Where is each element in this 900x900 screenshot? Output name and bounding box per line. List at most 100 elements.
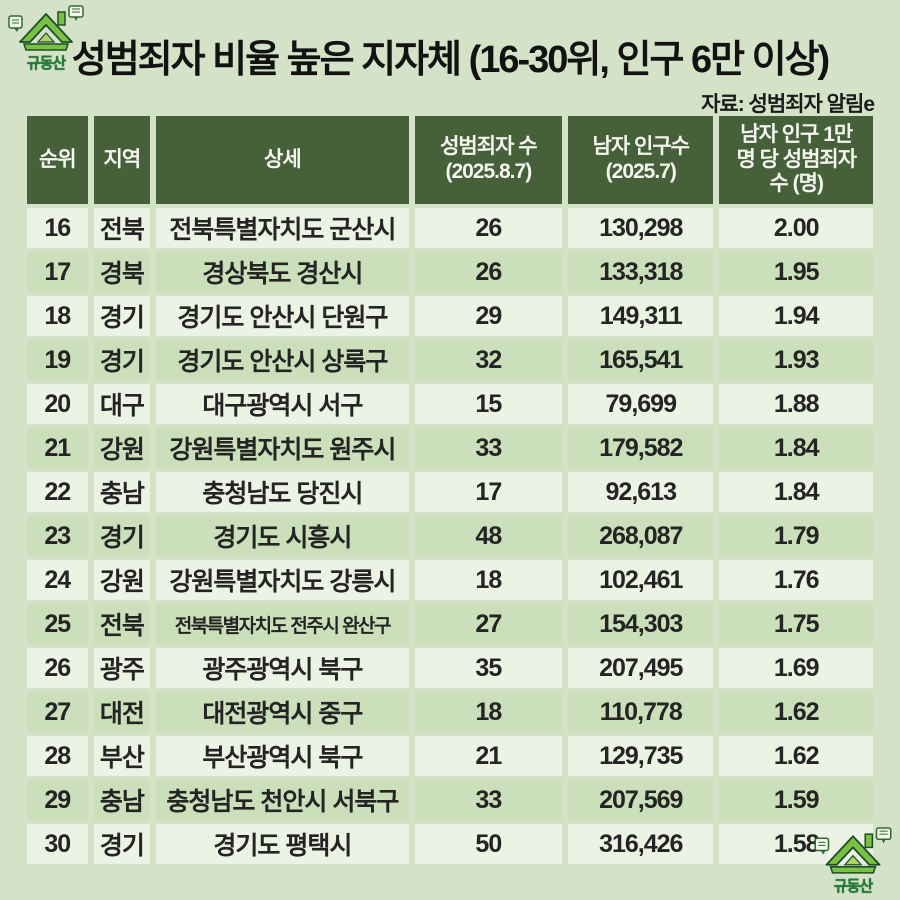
detail-cell: 경상북도 경산시 xyxy=(156,252,409,292)
col-header-region: 지역 xyxy=(93,116,151,204)
rank-cell: 24 xyxy=(27,560,88,600)
rank-cell: 18 xyxy=(27,296,88,336)
rank-cell: 26 xyxy=(27,648,88,688)
region-cell: 충남 xyxy=(93,780,151,820)
region-cell: 경기 xyxy=(93,340,151,380)
region-cell: 대구 xyxy=(93,384,151,424)
rate-cell: 1.58 xyxy=(719,824,873,864)
offender-count-cell: 48 xyxy=(414,516,563,556)
male-population-cell: 79,699 xyxy=(568,384,714,424)
col-header-male-population: 남자 인구수 (2025.7) xyxy=(568,116,714,204)
table-row: 25 전북 전북특별자치도 전주시 완산구 27 154,303 1.75 xyxy=(27,604,873,644)
table-header-row: 순위 지역 상세 성범죄자 수 (2025.8.7) 남자 인구수 (2025.7)… xyxy=(27,116,873,204)
table-row: 16 전북 전북특별자치도 군산시 26 130,298 2.00 xyxy=(27,208,873,248)
region-cell: 경기 xyxy=(93,824,151,864)
detail-cell: 충청남도 천안시 서북구 xyxy=(156,780,409,820)
brand-logo-bottomright: 규동산 xyxy=(814,826,892,896)
detail-cell: 전북특별자치도 전주시 완산구 xyxy=(156,604,409,644)
rate-cell: 1.93 xyxy=(719,340,873,380)
male-population-cell: 268,087 xyxy=(568,516,714,556)
offender-count-cell: 33 xyxy=(414,780,563,820)
rank-cell: 29 xyxy=(27,780,88,820)
rate-cell: 1.79 xyxy=(719,516,873,556)
region-cell: 전북 xyxy=(93,208,151,248)
rank-cell: 16 xyxy=(27,208,88,248)
brand-logo-topleft: 규동산 xyxy=(8,4,84,73)
region-cell: 충남 xyxy=(93,472,151,512)
offender-count-cell: 17 xyxy=(414,472,563,512)
rate-cell: 1.88 xyxy=(719,384,873,424)
table-row: 20 대구 대구광역시 서구 15 79,699 1.88 xyxy=(27,384,873,424)
region-cell: 강원 xyxy=(93,560,151,600)
table-row: 19 경기 경기도 안산시 상록구 32 165,541 1.93 xyxy=(27,340,873,380)
detail-cell: 대전광역시 중구 xyxy=(156,692,409,732)
table-row: 30 경기 경기도 평택시 50 316,426 1.58 xyxy=(27,824,873,864)
rank-cell: 20 xyxy=(27,384,88,424)
table-row: 17 경북 경상북도 경산시 26 133,318 1.95 xyxy=(27,252,873,292)
region-cell: 전북 xyxy=(93,604,151,644)
rate-cell: 1.76 xyxy=(719,560,873,600)
rate-cell: 1.84 xyxy=(719,472,873,512)
rank-cell: 23 xyxy=(27,516,88,556)
male-population-cell: 154,303 xyxy=(568,604,714,644)
col-header-rank: 순위 xyxy=(27,116,88,204)
rank-cell: 30 xyxy=(27,824,88,864)
offender-count-cell: 33 xyxy=(414,428,563,468)
rank-cell: 19 xyxy=(27,340,88,380)
male-population-cell: 129,735 xyxy=(568,736,714,776)
region-cell: 광주 xyxy=(93,648,151,688)
male-population-cell: 165,541 xyxy=(568,340,714,380)
brand-logo-text: 규동산 xyxy=(833,878,873,895)
detail-cell: 대구광역시 서구 xyxy=(156,384,409,424)
detail-cell: 강원특별자치도 원주시 xyxy=(156,428,409,468)
rate-cell: 1.59 xyxy=(719,780,873,820)
detail-cell: 경기도 안산시 단원구 xyxy=(156,296,409,336)
rank-cell: 22 xyxy=(27,472,88,512)
rank-cell: 28 xyxy=(27,736,88,776)
offender-count-cell: 15 xyxy=(414,384,563,424)
rate-cell: 1.84 xyxy=(719,428,873,468)
male-population-cell: 207,569 xyxy=(568,780,714,820)
detail-cell: 충청남도 당진시 xyxy=(156,472,409,512)
table-row: 22 충남 충청남도 당진시 17 92,613 1.84 xyxy=(27,472,873,512)
region-cell: 경기 xyxy=(93,516,151,556)
table-row: 28 부산 부산광역시 북구 21 129,735 1.62 xyxy=(27,736,873,776)
detail-cell: 강원특별자치도 강릉시 xyxy=(156,560,409,600)
region-cell: 강원 xyxy=(93,428,151,468)
offender-count-cell: 27 xyxy=(414,604,563,644)
detail-cell: 경기도 시흥시 xyxy=(156,516,409,556)
region-cell: 경북 xyxy=(93,252,151,292)
table-row: 18 경기 경기도 안산시 단원구 29 149,311 1.94 xyxy=(27,296,873,336)
table-row: 29 충남 충청남도 천안시 서북구 33 207,569 1.59 xyxy=(27,780,873,820)
male-population-cell: 110,778 xyxy=(568,692,714,732)
table-row: 26 광주 광주광역시 북구 35 207,495 1.69 xyxy=(27,648,873,688)
table-row: 27 대전 대전광역시 중구 18 110,778 1.62 xyxy=(27,692,873,732)
rank-cell: 25 xyxy=(27,604,88,644)
brand-logo-text: 규동산 xyxy=(26,55,66,72)
rate-cell: 2.00 xyxy=(719,208,873,248)
rate-cell: 1.75 xyxy=(719,604,873,644)
page-title: 성범죄자 비율 높은 지자체 (16-30위, 인구 6만 이상) xyxy=(71,39,830,81)
detail-cell: 광주광역시 북구 xyxy=(156,648,409,688)
region-cell: 경기 xyxy=(93,296,151,336)
house-icon xyxy=(8,4,84,54)
male-population-cell: 149,311 xyxy=(568,296,714,336)
rate-cell: 1.95 xyxy=(719,252,873,292)
male-population-cell: 179,582 xyxy=(568,428,714,468)
offender-count-cell: 29 xyxy=(414,296,563,336)
source-credit: 자료: 성범죄자 알림e xyxy=(701,93,875,116)
table-row: 21 강원 강원특별자치도 원주시 33 179,582 1.84 xyxy=(27,428,873,468)
house-icon xyxy=(814,826,892,877)
rate-cell: 1.94 xyxy=(719,296,873,336)
detail-cell: 경기도 평택시 xyxy=(156,824,409,864)
male-population-cell: 207,495 xyxy=(568,648,714,688)
rank-cell: 21 xyxy=(27,428,88,468)
offender-count-cell: 50 xyxy=(414,824,563,864)
detail-cell: 전북특별자치도 군산시 xyxy=(156,208,409,248)
table-body: 16 전북 전북특별자치도 군산시 26 130,298 2.00 17 경북 경상북도 경산시… xyxy=(27,208,873,864)
offender-count-cell: 18 xyxy=(414,560,563,600)
table-row: 23 경기 경기도 시흥시 48 268,087 1.79 xyxy=(27,516,873,556)
male-population-cell: 92,613 xyxy=(568,472,714,512)
ranking-table-container: 순위 지역 상세 성범죄자 수 (2025.8.7) 남자 인구수 (2025.7)… xyxy=(21,112,879,868)
rate-cell: 1.62 xyxy=(719,692,873,732)
